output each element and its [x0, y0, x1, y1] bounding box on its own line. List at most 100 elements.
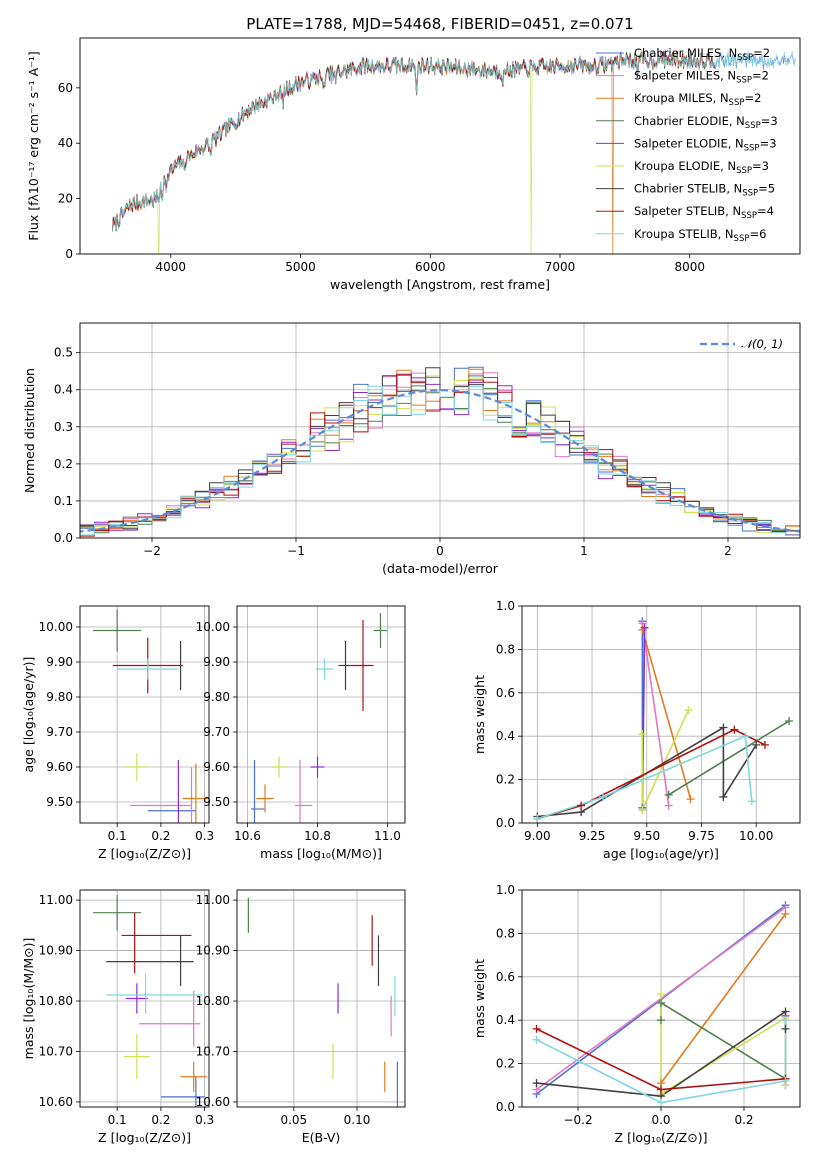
weight-marker: [747, 797, 756, 806]
plot-area-age_vs_mass: [251, 613, 388, 823]
weight-line: [641, 629, 692, 800]
y-tick-label: 10.00: [39, 620, 73, 634]
normal-reference-curve: [80, 388, 800, 533]
weight-marker: [781, 1076, 790, 1085]
axes-frame: [79, 889, 210, 1108]
legend-label: Kroupa STELIB, NSSP=6: [634, 227, 766, 244]
weight-marker: [785, 717, 794, 726]
y-tick-label: 0.6: [496, 686, 515, 700]
weight-line: [660, 1001, 786, 1080]
weight-marker: [640, 623, 649, 632]
panel-residual_hist: −2 −1 0 1 2 0.0 0.1 0.2 0.3 0.4 0.5 (data-model)/er…: [22, 322, 801, 576]
x-tick-label: 10.6: [234, 829, 261, 843]
spectrum-line-chabrier-elodie: [112, 51, 716, 232]
x-tick-label: 9.25: [579, 829, 606, 843]
x-tick-label: 0.2: [151, 829, 170, 843]
weight-marker: [657, 1098, 665, 1107]
x-tick-label: 0.0: [651, 1113, 670, 1127]
weight-marker: [781, 1016, 790, 1025]
y-tick-label: 9.80: [46, 690, 73, 704]
legend-label: Salpeter STELIB, NSSP=4: [634, 204, 774, 221]
x-tick-label: 10.00: [739, 829, 773, 843]
weight-marker: [684, 706, 693, 715]
x-tick-label: 11.0: [374, 829, 401, 843]
panel-mass_vs_ebv: 0.05 0.10 10.60 10.70 10.80 10.90 11.00 E(B-V): [196, 889, 406, 1145]
x-tick-label: 7000: [545, 260, 576, 274]
y-tick-label: 9.60: [46, 760, 73, 774]
x-tick-label: 2: [724, 544, 732, 558]
y-tick-label: 0.8: [496, 926, 515, 940]
y-axis-label: mass weight: [472, 959, 487, 1038]
weight-marker: [741, 732, 750, 741]
x-axis-label: Z [log₁₀(Z/Z⊙)]: [98, 1130, 191, 1145]
weight-line: [537, 735, 753, 820]
panel-weight_vs_age: 9.00 9.25 9.50 9.75 10.00 0.0 0.2 0.4 0.6 0.8 1.0 a…: [472, 599, 801, 861]
weight-marker: [752, 740, 761, 749]
panel-age_vs_mass: 10.6 10.8 11.0 9.50 9.60 9.70 9.80 9.90 10.00 mas…: [196, 605, 406, 861]
legend-label: Chabrier STELIB, NSSP=5: [634, 182, 775, 199]
weight-marker: [760, 740, 769, 749]
x-tick-label: 0.1: [108, 829, 127, 843]
legend-label: Salpeter ELODIE, NSSP=3: [634, 136, 777, 153]
weight-marker: [638, 730, 647, 739]
weight-marker: [664, 801, 673, 810]
x-axis-label: mass [log₁₀(M/M⊙)]: [260, 846, 382, 861]
weight-marker: [657, 1016, 665, 1025]
x-tick-label: −1: [287, 544, 305, 558]
spectrum-line-kroupa-miles: [112, 50, 716, 254]
axes-frame: [236, 605, 406, 824]
x-tick-label: −0.2: [563, 1113, 592, 1127]
weight-line: [668, 720, 790, 796]
y-tick-label: 11.00: [196, 893, 230, 907]
weight-marker: [781, 1024, 790, 1033]
weight-marker: [532, 1024, 541, 1033]
x-tick-label: 1: [580, 544, 588, 558]
weight-marker: [781, 909, 790, 918]
x-tick-label: 0.3: [195, 1113, 214, 1127]
x-tick-label: 5000: [285, 260, 316, 274]
y-tick-label: 10.70: [196, 1044, 230, 1058]
x-tick-label: 0.2: [151, 1113, 170, 1127]
y-tick-label: 0.4: [496, 729, 515, 743]
y-tick-label: 10.60: [196, 1095, 230, 1109]
y-tick-label: 9.80: [203, 690, 230, 704]
y-tick-label: 10.00: [196, 620, 230, 634]
weight-line: [641, 623, 670, 806]
x-tick-label: 6000: [415, 260, 446, 274]
y-tick-label: 0: [65, 247, 73, 261]
x-tick-label: −2: [143, 544, 161, 558]
axes-frame: [79, 605, 210, 824]
axes-frame: [521, 605, 801, 824]
weight-marker: [657, 998, 665, 1007]
weight-line: [536, 1020, 787, 1104]
panel-age_vs_Z: 0.1 0.2 0.3 9.50 9.60 9.70 9.80 9.90 10.00 Z [log…: [21, 605, 214, 861]
x-tick-label: 0: [436, 544, 444, 558]
plot-area-weight_vs_age: [537, 621, 790, 820]
plot-area-residual_hist: [80, 366, 800, 537]
y-tick-label: 10.80: [39, 994, 73, 1008]
x-axis-label: E(B-V): [302, 1130, 341, 1145]
y-tick-label: 0.4: [496, 1013, 515, 1027]
x-axis-label: age [log₁₀(age/yr)]: [603, 846, 719, 861]
y-tick-label: 0.3: [54, 420, 73, 434]
x-axis-label: (data-model)/error: [382, 561, 499, 576]
panel-mass_vs_Z: 0.1 0.2 0.3 10.60 10.70 10.80 10.90 11.00 Z [log…: [21, 889, 214, 1145]
y-tick-label: 0.0: [496, 1100, 515, 1114]
y-tick-label: 10.80: [196, 994, 230, 1008]
x-tick-label: 10.8: [304, 829, 331, 843]
y-axis-label: mass weight: [472, 675, 487, 754]
y-axis-label: age [log₁₀(age/yr)]: [21, 657, 36, 773]
y-tick-label: 10.70: [39, 1044, 73, 1058]
y-tick-label: 0.2: [496, 1057, 515, 1071]
y-tick-label: 10.60: [39, 1095, 73, 1109]
figure-title: PLATE=1788, MJD=54468, FIBERID=0451, z=0…: [246, 15, 633, 33]
x-tick-label: 8000: [674, 260, 705, 274]
panel-spectrum: 4000 5000 6000 7000 8000 0 20 40 60 wavelength [A…: [26, 37, 801, 292]
weight-marker: [657, 990, 665, 999]
legend-label: Kroupa ELODIE, NSSP=3: [634, 159, 769, 176]
spectrum-line-kroupa-elodie: [112, 50, 716, 254]
legend-label: Kroupa MILES, NSSP=2: [634, 91, 761, 108]
y-tick-label: 9.50: [46, 795, 73, 809]
legend-label: Chabrier ELODIE, NSSP=3: [634, 114, 778, 131]
y-tick-label: 10.90: [39, 944, 73, 958]
